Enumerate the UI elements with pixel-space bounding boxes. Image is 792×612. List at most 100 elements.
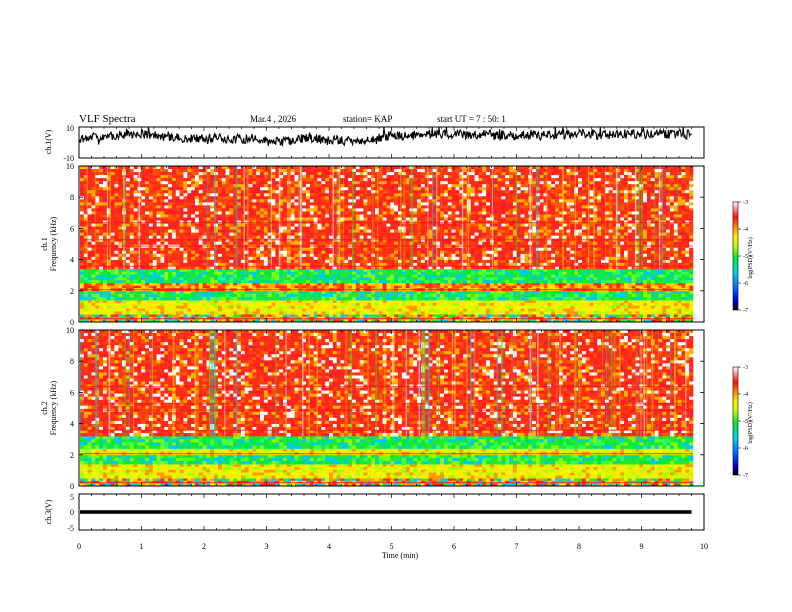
- spectrogram-cell: [187, 221, 191, 224]
- spectrogram-cell: [195, 280, 199, 283]
- spectrogram-cell: [409, 300, 413, 303]
- spectrogram-cell: [295, 300, 299, 303]
- spectrogram-cell: [114, 251, 118, 254]
- spectrogram-cell: [409, 286, 413, 289]
- spectrogram-cell: [666, 291, 670, 294]
- spectrogram-cell: [624, 311, 628, 314]
- spectrogram-cell: [609, 291, 613, 294]
- spectrogram-cell: [195, 272, 199, 275]
- spectrogram-cell: [229, 280, 233, 283]
- spectrogram-cell: [662, 291, 666, 294]
- spectrogram-cell: [149, 178, 153, 181]
- spectrogram-cell: [291, 199, 295, 202]
- spectrogram-cell: [283, 202, 287, 205]
- spectrogram-cell: [260, 199, 264, 202]
- spectrogram-cell: [95, 227, 99, 230]
- spectrogram-cell: [544, 275, 548, 278]
- spectrogram-cell: [360, 309, 364, 312]
- spectrogram-cell: [275, 300, 279, 303]
- spectrogram-cell: [406, 294, 410, 297]
- spectrogram-cell: [383, 277, 387, 280]
- spectrogram-cell: [264, 227, 268, 230]
- spectrogram-cell: [176, 187, 180, 190]
- spectrogram-cell: [111, 280, 115, 283]
- spectrogram-cell: [544, 277, 548, 280]
- spectrogram-cell: [597, 291, 601, 294]
- spectrogram-cell: [218, 181, 222, 184]
- spectrogram-cell: [272, 286, 276, 289]
- spectrogram-cell: [80, 184, 84, 187]
- spectrogram-cell: [329, 269, 333, 272]
- spectrogram-cell: [157, 205, 161, 208]
- spectrogram-cell: [176, 269, 180, 272]
- spectrogram-cell: [291, 294, 295, 297]
- spectrogram-cell: [252, 300, 256, 303]
- spectrogram-cell: [613, 309, 617, 312]
- spectrogram-cell: [153, 294, 157, 297]
- spectrogram-cell: [99, 294, 103, 297]
- spectrogram-cell: [256, 214, 260, 217]
- spectrogram-cell: [134, 254, 138, 257]
- spectrogram-cell: [206, 251, 210, 254]
- spectrogram-cell: [252, 309, 256, 312]
- spectrogram-cell: [249, 283, 253, 286]
- spectrogram-cell: [444, 277, 448, 280]
- spectrogram-cell: [229, 181, 233, 184]
- spectrogram-cell: [620, 269, 624, 272]
- spectrogram-cell: [318, 306, 322, 309]
- spectrogram-cell: [685, 277, 689, 280]
- spectrogram-cell: [444, 294, 448, 297]
- spectrogram-cell: [509, 286, 513, 289]
- spectrogram-cell: [157, 303, 161, 306]
- spectrogram-cell: [210, 275, 214, 278]
- spectrogram-cell: [390, 272, 394, 275]
- spectrogram-cell: [172, 277, 176, 280]
- spectrogram-cell: [134, 178, 138, 181]
- spectrogram-cell: [114, 169, 118, 172]
- spectrogram-cell: [352, 280, 356, 283]
- spectrogram-cell: [563, 303, 567, 306]
- spectrogram-cell: [636, 309, 640, 312]
- spectrogram-cell: [260, 217, 264, 220]
- spectrogram-cell: [475, 300, 479, 303]
- spectrogram-cell: [628, 303, 632, 306]
- spectrogram-cell: [218, 277, 222, 280]
- spectrogram-cell: [130, 303, 134, 306]
- spectrogram-cell: [134, 297, 138, 300]
- spectrogram-cell: [521, 300, 525, 303]
- spectrogram-cell: [425, 311, 429, 314]
- spectrogram-cell: [563, 306, 567, 309]
- spectrogram-cell: [153, 283, 157, 286]
- spectrogram-cell: [402, 277, 406, 280]
- spectrogram-cell: [164, 187, 168, 190]
- spectrogram-cell: [601, 294, 605, 297]
- spectrogram-cell: [478, 306, 482, 309]
- spectrogram-cell: [149, 208, 153, 211]
- spectrogram-cell: [114, 224, 118, 227]
- spectrogram-cell: [555, 286, 559, 289]
- spectrogram-cell: [639, 280, 643, 283]
- spectrogram-cell: [256, 283, 260, 286]
- spectrogram-cell: [662, 272, 666, 275]
- spectrogram-cell: [279, 303, 283, 306]
- spectrogram-cell: [195, 306, 199, 309]
- spectrogram-cell: [229, 242, 233, 245]
- spectrogram-cell: [333, 314, 337, 317]
- spectrogram-cell: [252, 294, 256, 297]
- spectrogram-cell: [180, 303, 184, 306]
- spectrogram-cell: [130, 291, 134, 294]
- spectrogram-cell: [501, 309, 505, 312]
- spectrogram-cell: [593, 306, 597, 309]
- spectrogram-cell: [99, 314, 103, 317]
- spectrogram-cell: [157, 202, 161, 205]
- spectrogram-cell: [413, 286, 417, 289]
- spectrogram-cell: [463, 294, 467, 297]
- spectrogram-cell: [237, 260, 241, 263]
- spectrogram-cell: [605, 291, 609, 294]
- spectrogram-cell: [91, 272, 95, 275]
- spectrogram-cell: [272, 211, 276, 214]
- spectrogram-cell: [226, 306, 230, 309]
- spectrogram-cell: [134, 257, 138, 260]
- spectrogram-cell: [670, 300, 674, 303]
- spectrogram-cell: [141, 224, 145, 227]
